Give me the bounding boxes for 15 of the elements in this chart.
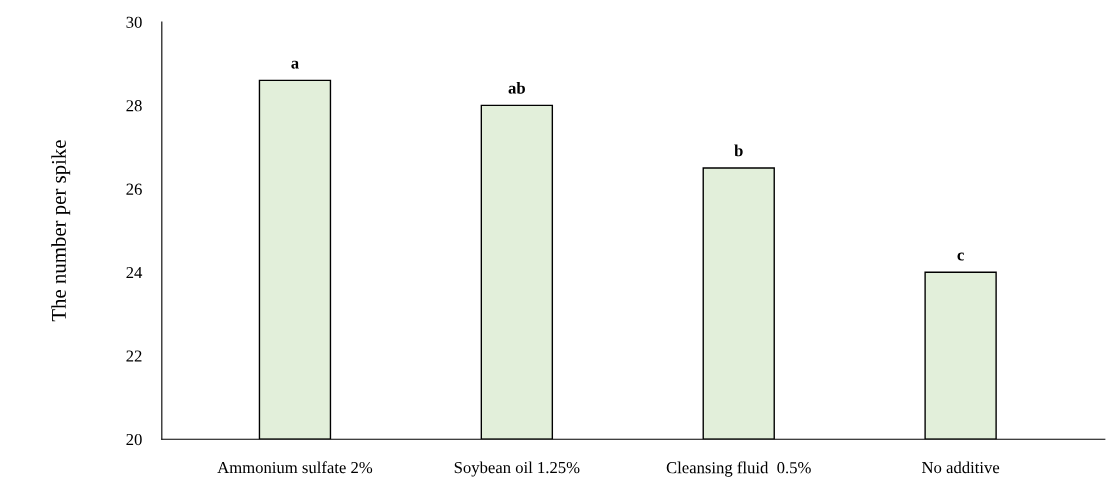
x-tick-label: Cleansing fluid 0.5% [666, 461, 811, 477]
x-tick-label: Soybean oil 1.25% [454, 461, 580, 477]
y-axis-title: The number per spike [51, 140, 71, 322]
y-tick-label: 20 [126, 433, 142, 446]
annotation: ab [508, 81, 525, 94]
x-tick-label: Ammonium sulfate 2% [217, 461, 373, 474]
x-tick-label: No additive [921, 461, 1000, 474]
y-tick-label: 22 [126, 350, 142, 362]
y-tick-label: 26 [126, 183, 142, 195]
y-tick-label: 24 [126, 267, 143, 279]
y-tick-label: 30 [126, 16, 142, 28]
annotation: b [734, 144, 743, 157]
y-tick-label: 28 [126, 100, 142, 112]
annotation: c [957, 252, 964, 261]
annotation: a [291, 60, 299, 69]
